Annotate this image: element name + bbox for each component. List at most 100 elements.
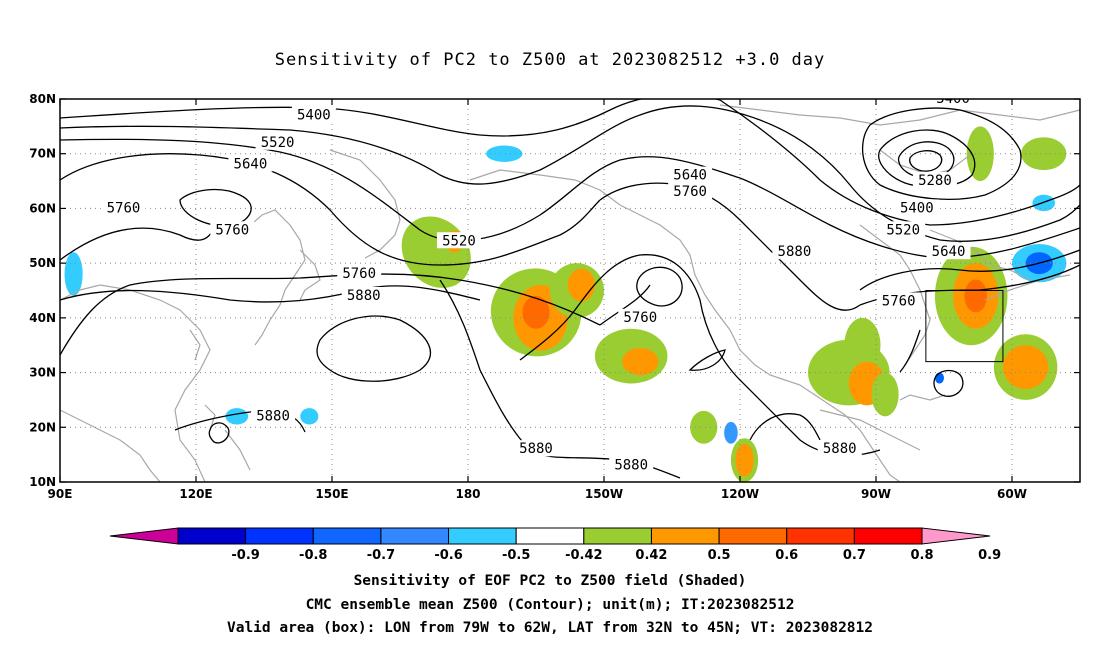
colorbar-label: -0.6 — [434, 548, 462, 563]
x-tick-label: 60W — [997, 487, 1027, 501]
contour-label: 5640 — [932, 244, 966, 260]
axis-ticks: 90E 120E 150E 180 150W 120W 90W 60W 10N 20N 30N 40N… — [29, 92, 1080, 501]
colorbar-label: 0.7 — [843, 548, 866, 563]
contour-label-background — [341, 286, 386, 303]
contour-label: 5400 — [900, 200, 934, 216]
shading-patch — [1002, 345, 1049, 389]
colorbar-segment — [380, 527, 450, 545]
x-tick-label: 90E — [48, 487, 73, 501]
contour-label: 5640 — [673, 168, 707, 184]
contour-label: 5520 — [886, 222, 920, 238]
x-tick-label: 150E — [315, 487, 348, 501]
z500-contours — [60, 99, 1080, 479]
colorbar-label: 0.42 — [635, 548, 667, 563]
contour-label: 5880 — [614, 458, 648, 474]
colorbar-label: -0.8 — [299, 548, 327, 563]
colorbar-segment — [177, 527, 247, 545]
shading-patch — [871, 372, 899, 417]
contour-label-background — [251, 407, 296, 424]
contour-label-background — [618, 308, 663, 325]
contour-label-background — [876, 292, 921, 309]
contour-label-background — [817, 440, 862, 457]
colorbar-segment — [786, 527, 855, 545]
valid-area-box — [925, 290, 1004, 363]
contour-label-background — [609, 456, 654, 473]
y-tick-label: 30N — [29, 366, 56, 380]
contour-label-background — [255, 133, 300, 150]
colorbar-segment — [853, 527, 923, 545]
contour-label: 5880 — [519, 441, 553, 457]
colorbar-high-triangle — [921, 527, 991, 545]
contour-label: 5760 — [623, 310, 657, 326]
colorbar-label: 0.8 — [910, 548, 933, 563]
contour-label: 5520 — [442, 233, 476, 249]
y-tick-label: 70N — [29, 147, 56, 161]
contour-label-background — [881, 221, 926, 238]
contour-label-background — [668, 166, 713, 183]
caption-line-1: Sensitivity of EOF PC2 to Z500 field (Sh… — [353, 573, 747, 589]
contour-labels: 5400552056405760576055205760588058805880… — [101, 91, 976, 474]
colorbar-segment — [448, 527, 517, 545]
contour-label-background — [210, 221, 255, 238]
contour-label: 5520 — [261, 135, 295, 151]
y-tick-label: 80N — [29, 92, 56, 106]
caption-line-3: Valid area (box): LON from 79W to 62W, L… — [226, 620, 873, 636]
x-tick-label: 120W — [721, 487, 759, 501]
colorbar-label: 0.9 — [978, 548, 1001, 563]
contour-label-background — [926, 243, 971, 260]
colorbar-segment — [515, 527, 585, 545]
contour-label-background — [291, 106, 336, 123]
contour-label-background — [772, 243, 817, 260]
colorbar-label: 0.6 — [775, 548, 798, 563]
contour-label: 5760 — [882, 293, 916, 309]
contour-label-background — [228, 155, 273, 172]
contour-label-background — [514, 440, 558, 457]
y-tick-label: 20N — [29, 420, 56, 434]
contour-label-background — [668, 183, 713, 200]
shading-patch — [522, 295, 550, 329]
caption-line-2: CMC ensemble mean Z500 (Contour); unit(m… — [305, 597, 795, 613]
contour-label: 5880 — [778, 244, 812, 260]
shading-patch — [1021, 137, 1067, 171]
colorbar-label: -0.7 — [367, 548, 395, 563]
colorbar-label: -0.5 — [502, 548, 530, 563]
x-tick-label: 150W — [585, 487, 623, 501]
contour-label: 5400 — [936, 91, 970, 107]
contour-label: 5880 — [347, 288, 381, 304]
shading-patch — [844, 317, 881, 373]
colorbar-label: -0.42 — [565, 548, 602, 563]
contour-label-background — [101, 199, 146, 216]
shading-patch — [735, 443, 754, 477]
colorbar-segment — [245, 527, 314, 545]
contour-label: 5280 — [918, 173, 952, 189]
colorbar-label: -0.9 — [231, 548, 259, 563]
contour-label: 5760 — [342, 266, 376, 282]
shading-patch — [622, 347, 659, 376]
contour-label: 5880 — [256, 408, 290, 424]
y-tick-label: 50N — [29, 256, 56, 270]
y-tick-label: 10N — [29, 475, 56, 489]
sensitivity-shading — [64, 126, 1067, 482]
contour-label-background — [436, 232, 481, 249]
map-frame — [59, 98, 1081, 483]
colorbar: -0.9 -0.8 -0.7 -0.6 -0.5 -0.42 0.42 0.5 0.6 0.7 0.… — [109, 527, 1001, 563]
colorbar-segment — [718, 527, 788, 545]
colorbar-segment — [583, 527, 652, 545]
contour-label: 5640 — [234, 157, 268, 173]
shading-patch — [690, 410, 718, 444]
contour-label: 5760 — [215, 222, 249, 238]
shading-patch — [934, 372, 944, 384]
contour-label-background — [337, 265, 382, 282]
contour-label: 5400 — [297, 107, 331, 123]
shading-patch — [300, 408, 319, 425]
shading-patch — [486, 145, 523, 162]
shading-patch — [225, 408, 249, 425]
contour-label: 5880 — [823, 441, 857, 457]
x-tick-label: 120E — [179, 487, 212, 501]
contour-label: 5760 — [107, 200, 141, 216]
colorbar-label: 0.5 — [708, 548, 731, 563]
contour-label-background — [894, 199, 939, 216]
page-title: Sensitivity of PC2 to Z500 at 2023082512… — [274, 50, 826, 70]
colorbar-segment — [650, 527, 720, 545]
